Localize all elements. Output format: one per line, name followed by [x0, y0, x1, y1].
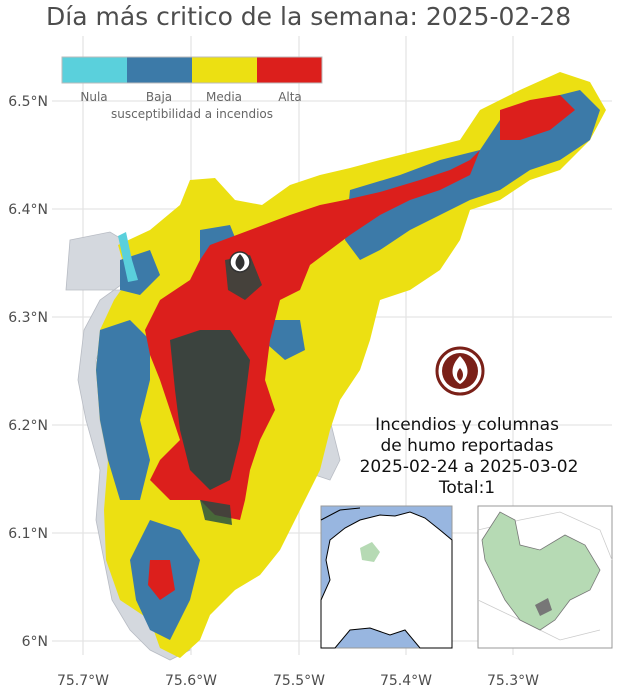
legend-title: susceptibilidad a incendios — [111, 107, 273, 121]
inset-map-antioquia — [477, 505, 613, 649]
region-alta-south — [148, 560, 175, 600]
legend-swatch-media — [192, 57, 257, 83]
region-baja-6 — [268, 320, 305, 360]
inset-land — [320, 511, 453, 649]
legend-swatch-nula — [62, 57, 127, 83]
region-alta-east — [500, 95, 575, 140]
region-nula — [118, 232, 138, 282]
legend-swatch-alta — [257, 57, 322, 83]
inset-antioquia-region — [481, 511, 601, 631]
map-title: Día más critico de la semana: 2025-02-28 — [46, 2, 572, 31]
y-tick-label: 6.5°N — [8, 94, 48, 110]
x-tick-label: 75.6°W — [165, 673, 217, 689]
y-tick-label: 6°N — [22, 634, 48, 650]
legend-label-alta: Alta — [278, 90, 302, 104]
y-axis: 6.5°N 6.4°N 6.3°N 6.2°N 6.1°N 6°N — [8, 94, 48, 650]
legend: Nula Baja Media Alta susceptibilidad a i… — [61, 56, 323, 121]
inset-region-highlight — [360, 542, 380, 562]
legend-label-nula: Nula — [80, 90, 107, 104]
x-tick-label: 75.5°W — [273, 673, 325, 689]
x-tick-label: 75.4°W — [380, 673, 432, 689]
annotation-line-1: Incendios y columnas — [375, 415, 559, 435]
region-baja-1 — [96, 320, 150, 500]
fire-marker-icon — [229, 251, 251, 273]
legend-label-media: Media — [206, 90, 242, 104]
inset-map-colombia — [320, 505, 453, 649]
annotation-line-3: 2025-02-24 a 2025-03-02 — [360, 457, 579, 477]
legend-label-baja: Baja — [146, 90, 172, 104]
y-tick-label: 6.2°N — [8, 418, 48, 434]
dark-cells — [170, 255, 262, 525]
x-tick-label: 75.7°W — [57, 673, 109, 689]
annotation-line-4: Total:1 — [438, 478, 495, 498]
legend-swatch-baja — [127, 57, 192, 83]
annotation-line-2: de humo reportadas — [381, 436, 554, 456]
x-axis: 75.7°W 75.6°W 75.5°W 75.4°W 75.3°W — [57, 673, 539, 689]
fire-symbol-icon — [435, 346, 485, 396]
y-tick-label: 6.3°N — [8, 310, 48, 326]
x-tick-label: 75.3°W — [487, 673, 539, 689]
y-tick-label: 6.1°N — [8, 526, 48, 542]
y-tick-label: 6.4°N — [8, 202, 48, 218]
